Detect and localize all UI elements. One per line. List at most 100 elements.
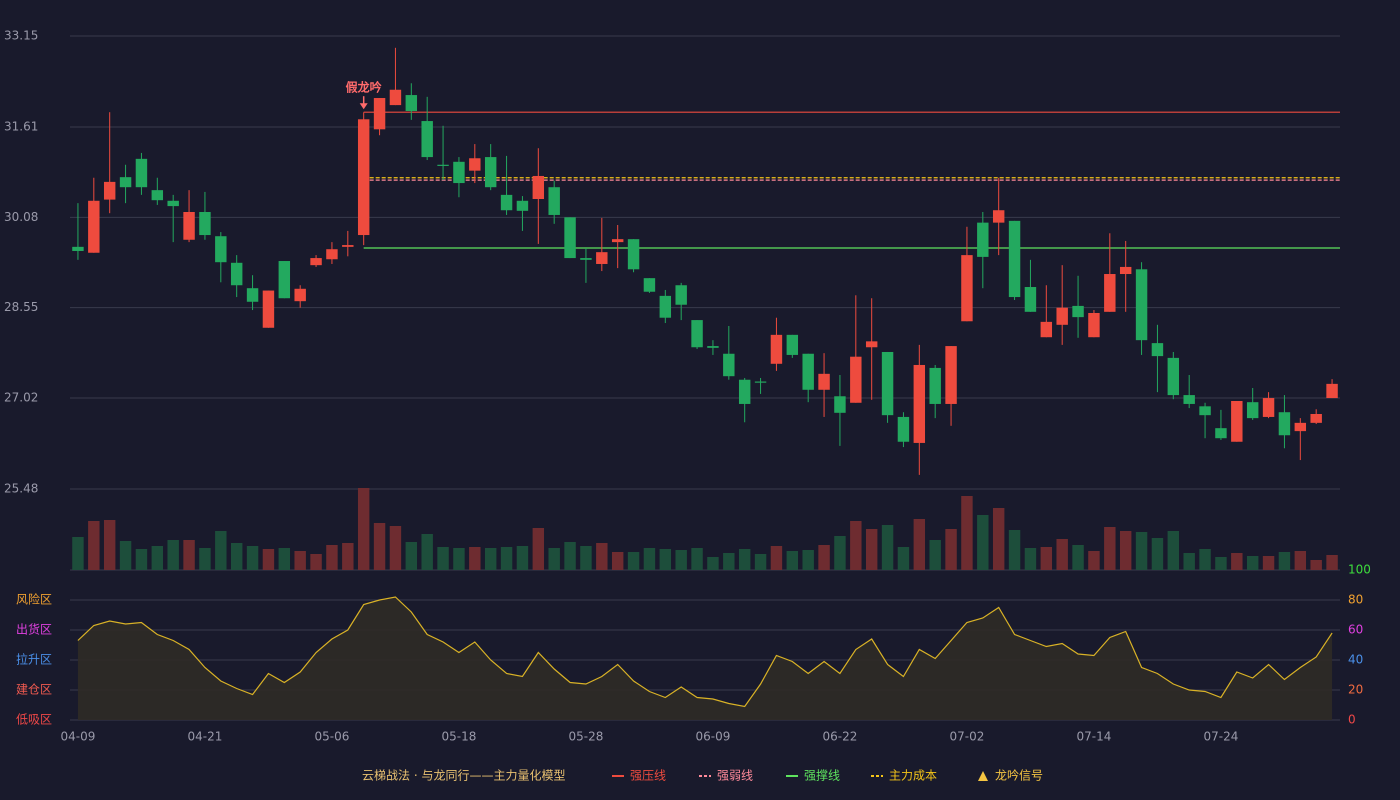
- candle-body: [1008, 220, 1021, 298]
- candle-body: [278, 261, 291, 299]
- volume-bar: [659, 549, 672, 570]
- volume-bar: [818, 545, 830, 570]
- y2-tick-label: 40: [1348, 653, 1363, 667]
- candle-body: [151, 190, 164, 201]
- volume-bar: [913, 519, 926, 570]
- volume-bar: [754, 554, 767, 570]
- volume-bar: [596, 543, 608, 570]
- volume-bar: [230, 543, 243, 570]
- volume-bar: [1056, 539, 1068, 570]
- volume-bar: [199, 548, 211, 570]
- candle-body: [1215, 428, 1227, 439]
- volume-bar: [532, 528, 545, 570]
- candle-body: [357, 119, 370, 236]
- volume-bar: [1104, 527, 1116, 570]
- volume-bar: [611, 552, 624, 570]
- candle-body: [119, 177, 132, 188]
- volume-bar: [691, 548, 703, 570]
- volume-bar: [167, 540, 179, 570]
- candle-body: [1151, 343, 1164, 357]
- candle-body: [881, 351, 894, 416]
- volume-bar: [405, 542, 418, 570]
- candle-body: [199, 212, 211, 236]
- candle-body: [977, 222, 989, 257]
- candle-body: [548, 187, 560, 215]
- candle-body: [1199, 406, 1211, 416]
- volume-bar: [119, 541, 132, 570]
- volume-bar: [1294, 551, 1307, 570]
- candle-body: [484, 157, 497, 188]
- candle-body: [992, 210, 1005, 223]
- candle-body: [373, 98, 386, 130]
- candle-body: [1326, 383, 1338, 399]
- y-tick-label: 30.08: [4, 210, 38, 224]
- volume-bar: [342, 543, 354, 570]
- signal-label: 假龙吟: [346, 80, 382, 95]
- volume-bar: [961, 496, 973, 570]
- candle-body: [1167, 357, 1180, 396]
- candle-body: [294, 288, 306, 302]
- candle-body: [88, 200, 100, 253]
- y2-tick-label: 100: [1348, 563, 1371, 577]
- volume-bar: [183, 540, 195, 570]
- candle-body: [342, 245, 354, 247]
- legend-marker: [978, 771, 988, 781]
- volume-bar: [262, 549, 275, 570]
- candle-body: [405, 95, 418, 112]
- volume-bar: [421, 534, 433, 570]
- volume-bar: [278, 548, 291, 570]
- candle-body: [1104, 274, 1116, 312]
- volume-bar: [643, 548, 656, 570]
- candle-body: [500, 194, 513, 211]
- volume-bar: [246, 546, 259, 570]
- x-tick-label: 04-09: [61, 730, 96, 744]
- volume-bar: [675, 550, 687, 570]
- legend-label: 强撑线: [804, 768, 840, 783]
- volume-bar: [1215, 557, 1227, 570]
- candle-body: [72, 246, 84, 251]
- volume-bar: [326, 545, 338, 570]
- volume-bar: [1024, 548, 1037, 570]
- candle-body: [167, 200, 179, 207]
- candle-body: [230, 262, 243, 286]
- zone-label: 建仓区: [16, 683, 52, 697]
- y-tick-label: 33.15: [4, 29, 38, 43]
- volume-bar: [1246, 556, 1259, 570]
- x-tick-label: 05-28: [569, 730, 604, 744]
- volume-bar: [1151, 538, 1164, 570]
- volume-bar: [977, 515, 989, 570]
- zone-label: 低吸区: [16, 713, 52, 727]
- volume-bar: [564, 542, 576, 570]
- candle-body: [564, 217, 576, 259]
- candle-body: [389, 89, 402, 106]
- volume-bar: [865, 529, 878, 570]
- candle-body: [437, 164, 449, 166]
- volume-bar: [1072, 545, 1084, 570]
- candle-body: [262, 290, 275, 328]
- candle-body: [1056, 307, 1068, 325]
- oscillator-area: [77, 597, 1333, 720]
- volume-bar: [802, 550, 814, 570]
- volume-bar: [373, 523, 386, 570]
- x-tick-label: 06-22: [823, 730, 858, 744]
- volume-bar: [992, 508, 1005, 570]
- candle-body: [310, 258, 322, 266]
- candle-body: [532, 175, 545, 200]
- volume-bar: [151, 546, 164, 570]
- legend-label: 强弱线: [717, 769, 753, 783]
- volume-bar: [1135, 532, 1148, 570]
- volume-bar: [1278, 552, 1291, 570]
- volume-bar: [1088, 551, 1100, 570]
- candle-body: [421, 121, 433, 158]
- volume-bar: [1008, 530, 1021, 570]
- volume-bar: [1326, 555, 1338, 570]
- signal-arrow-head: [359, 103, 368, 110]
- legend-title: 云梯战法 · 与龙同行——主力量化模型: [362, 769, 565, 783]
- candle-body: [516, 200, 529, 211]
- zone-label: 拉升区: [16, 652, 52, 667]
- candle-body: [897, 416, 910, 442]
- candle-body: [627, 239, 640, 270]
